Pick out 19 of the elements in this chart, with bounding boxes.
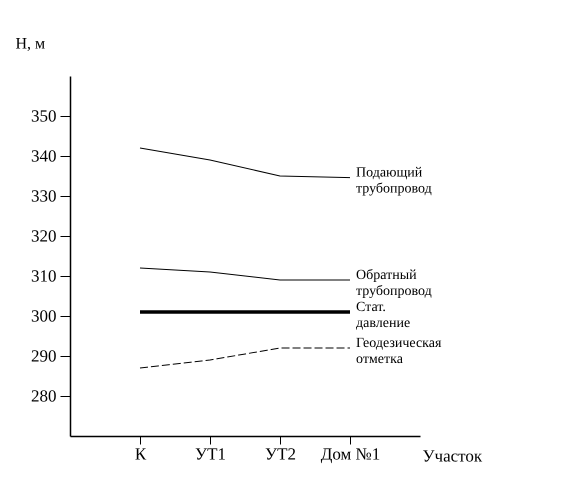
y-tick-label: 350 <box>31 106 56 126</box>
y-tick-label: 320 <box>31 226 56 246</box>
series-label: Обратный трубопровод <box>356 268 432 299</box>
y-tick-label: 330 <box>31 186 56 206</box>
x-tick-label: Дом №1 <box>320 444 380 464</box>
y-tick-label: 300 <box>31 306 56 326</box>
y-axis-title: Н, м <box>16 36 46 52</box>
y-tick-label: 290 <box>31 346 56 366</box>
series-label: Подающий трубопровод <box>356 166 432 197</box>
x-tick-label: К <box>134 444 147 464</box>
y-tick-label: 280 <box>31 386 56 406</box>
x-axis-title: Участок <box>422 446 483 466</box>
y-tick-label: 310 <box>31 266 56 286</box>
y-tick-label: 340 <box>31 146 56 166</box>
x-tick-label: УТ1 <box>195 444 226 464</box>
line-series <box>140 148 350 178</box>
x-tick-label: УТ2 <box>265 444 296 464</box>
series-label: Геодезическая отметка <box>356 336 442 367</box>
series-label: Стат. давление <box>356 300 410 331</box>
